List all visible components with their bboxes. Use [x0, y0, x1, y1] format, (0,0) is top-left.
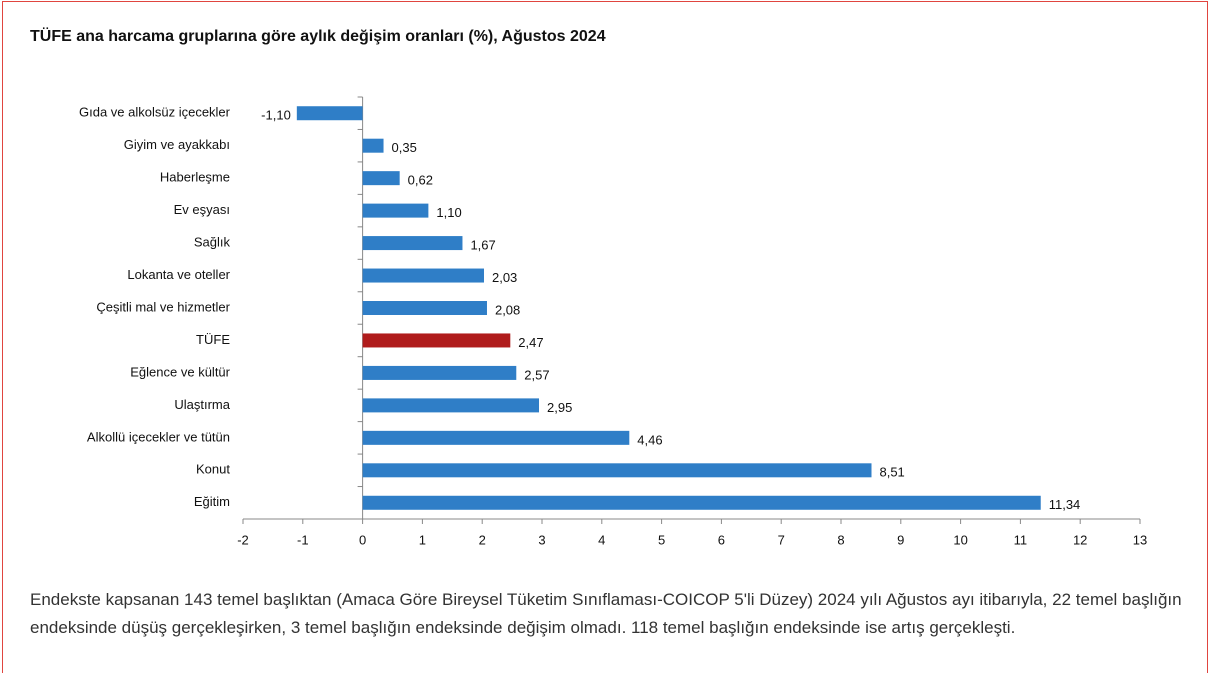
x-tick-label: 11 [1014, 532, 1028, 547]
y-tick-label: Alkollü içecekler ve tütün [87, 429, 230, 444]
x-tick-label: 5 [658, 532, 665, 547]
value-label: 8,51 [879, 465, 904, 480]
x-tick-label: 10 [953, 532, 967, 547]
y-tick-label: Haberleşme [160, 170, 230, 185]
bar [362, 463, 872, 478]
bar [362, 236, 463, 251]
x-tick-label: 12 [1073, 532, 1087, 547]
chart-title: TÜFE ana harcama gruplarına göre aylık d… [30, 26, 606, 45]
y-tick-label: Giyim ve ayakkabı [124, 137, 230, 152]
y-tick-label: Ulaştırma [174, 397, 230, 412]
x-tick-label: 13 [1133, 532, 1147, 547]
bar [362, 301, 487, 315]
y-tick-label: Ev eşyası [174, 202, 230, 217]
value-label: 0,62 [408, 173, 433, 188]
value-label: 0,35 [392, 140, 417, 155]
bar [362, 333, 511, 348]
x-tick-label: -1 [297, 532, 309, 547]
bar [362, 430, 630, 445]
description: Endekste kapsanan 143 temel başlıktan (A… [30, 590, 1182, 637]
value-label: 1,67 [470, 238, 495, 253]
x-tick-label: 3 [538, 532, 545, 547]
value-label: -1,10 [261, 108, 291, 123]
chart: TÜFE ana harcama gruplarına göre aylık d… [30, 26, 1147, 547]
x-tick-label: 0 [359, 532, 366, 547]
value-label: 11,34 [1049, 497, 1081, 512]
bar [362, 268, 484, 283]
value-label: 2,03 [492, 270, 517, 285]
value-label: 4,46 [637, 432, 662, 447]
y-tick-label: Eğitim [194, 494, 230, 509]
y-tick-label: Konut [196, 462, 230, 477]
value-label: 1,10 [436, 205, 461, 220]
x-tick-label: 7 [778, 532, 785, 547]
value-label: 2,95 [547, 400, 572, 415]
x-tick-label: 1 [419, 532, 426, 547]
y-tick-label: Gıda ve alkolsüz içecekler [79, 105, 231, 120]
x-tick-label: 8 [837, 532, 844, 547]
y-tick-label: Çeşitli mal ve hizmetler [96, 299, 230, 314]
bar [362, 495, 1041, 510]
value-label: 2,57 [524, 367, 549, 382]
x-tick-label: 2 [479, 532, 486, 547]
x-tick-label: 4 [598, 532, 605, 547]
bar [362, 398, 540, 413]
y-tick-label: Lokanta ve oteller [127, 267, 230, 282]
bar [362, 138, 384, 153]
value-label: 2,47 [518, 335, 543, 350]
x-tick-label: 9 [897, 532, 904, 547]
y-tick-label: Eğlence ve kültür [130, 364, 230, 379]
y-tick-label: Sağlık [194, 235, 231, 250]
x-tick-label: -2 [237, 532, 249, 547]
bar [362, 171, 400, 186]
bar [362, 365, 517, 380]
value-label: 2,08 [495, 302, 520, 317]
bar [296, 106, 363, 121]
bar [362, 203, 429, 218]
x-tick-label: 6 [718, 532, 725, 547]
y-tick-label: TÜFE [196, 332, 230, 347]
